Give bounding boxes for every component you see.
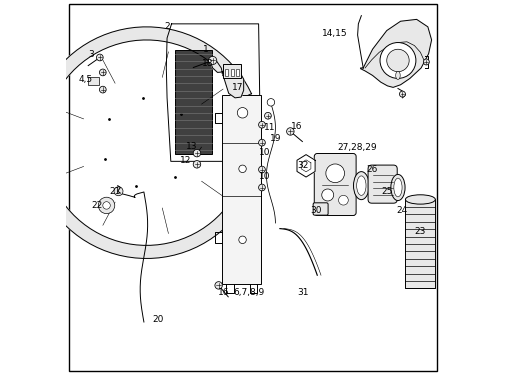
Ellipse shape [356, 176, 365, 195]
Circle shape [238, 236, 246, 243]
Circle shape [398, 91, 405, 97]
Ellipse shape [395, 71, 399, 80]
FancyBboxPatch shape [314, 153, 356, 216]
Text: 13: 13 [185, 142, 197, 151]
Text: 16: 16 [218, 288, 229, 297]
Text: 11: 11 [264, 123, 275, 132]
FancyBboxPatch shape [313, 203, 327, 215]
Circle shape [321, 189, 333, 201]
Text: 21: 21 [109, 188, 120, 196]
Circle shape [386, 49, 409, 72]
Ellipse shape [390, 174, 405, 201]
Text: 25: 25 [380, 188, 392, 196]
Polygon shape [31, 27, 251, 258]
Circle shape [286, 128, 293, 135]
FancyBboxPatch shape [367, 165, 396, 203]
Text: 23: 23 [414, 227, 425, 236]
Circle shape [423, 59, 429, 65]
Polygon shape [210, 57, 243, 98]
Circle shape [99, 69, 106, 76]
Circle shape [258, 166, 265, 173]
Bar [174, 50, 212, 154]
Text: 10: 10 [258, 172, 270, 181]
Bar [230, 69, 233, 76]
Circle shape [338, 195, 347, 205]
Circle shape [98, 197, 115, 214]
Text: 20: 20 [152, 315, 163, 324]
Text: 32: 32 [297, 161, 309, 170]
Bar [405, 200, 434, 288]
Circle shape [258, 139, 265, 146]
Ellipse shape [405, 195, 434, 204]
Circle shape [325, 164, 344, 183]
Text: 17: 17 [231, 83, 242, 92]
Text: 1: 1 [203, 45, 209, 54]
Text: 2: 2 [164, 22, 170, 32]
Bar [223, 64, 240, 78]
Circle shape [96, 54, 103, 61]
Circle shape [258, 122, 265, 128]
Text: 18: 18 [201, 59, 213, 68]
Text: 6,7,8,9: 6,7,8,9 [232, 288, 264, 297]
Polygon shape [360, 20, 431, 87]
Ellipse shape [393, 178, 401, 197]
Circle shape [193, 149, 200, 157]
Text: 27,28,29: 27,28,29 [336, 142, 376, 152]
Text: 10: 10 [258, 147, 270, 156]
Text: 30: 30 [310, 206, 321, 215]
Bar [88, 76, 99, 85]
Bar [235, 69, 238, 76]
Text: 19: 19 [269, 134, 281, 143]
Text: 22: 22 [91, 201, 102, 210]
Text: 16: 16 [291, 123, 302, 132]
Polygon shape [296, 154, 315, 177]
Circle shape [379, 42, 415, 78]
Text: 4,5: 4,5 [78, 75, 92, 84]
Circle shape [238, 165, 246, 172]
Circle shape [99, 86, 106, 93]
Circle shape [264, 112, 271, 119]
Circle shape [267, 99, 274, 106]
Circle shape [208, 56, 216, 64]
Text: 31: 31 [297, 288, 309, 297]
Circle shape [103, 202, 110, 209]
Ellipse shape [353, 172, 369, 200]
Circle shape [114, 187, 123, 196]
Circle shape [237, 108, 247, 118]
Circle shape [258, 184, 265, 191]
Text: 26: 26 [366, 165, 377, 174]
Text: 24: 24 [396, 206, 407, 215]
Text: 12: 12 [180, 156, 191, 165]
Bar [225, 69, 228, 76]
Circle shape [193, 160, 200, 168]
Text: 3: 3 [88, 50, 94, 59]
Circle shape [215, 282, 222, 289]
Text: 14,15: 14,15 [321, 29, 346, 38]
Bar [222, 95, 261, 284]
